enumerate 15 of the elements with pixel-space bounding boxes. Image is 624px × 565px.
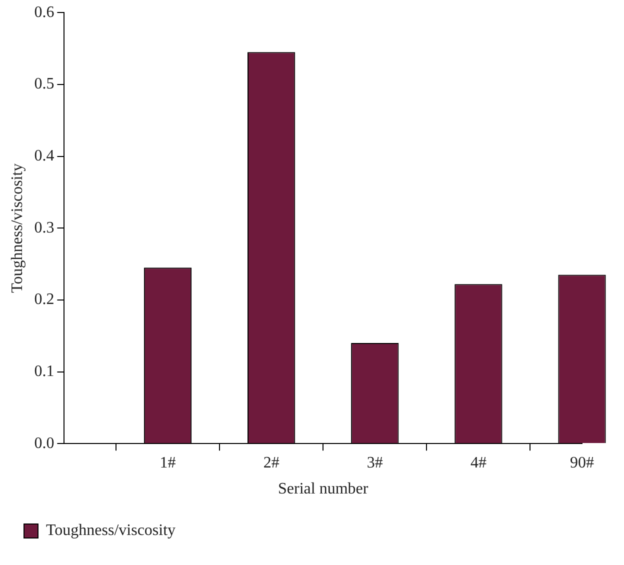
y-axis-title: Toughness/viscosity [8,163,26,293]
legend-label: Toughness/viscosity [46,522,176,540]
x-tick-label: 3# [366,454,383,472]
y-tick-label: 0.4 [34,147,54,164]
x-tick-label: 2# [263,454,280,472]
x-tick-label: 1# [160,454,176,472]
y-tick-label: 0.1 [34,362,54,380]
x-tick-label: 90# [570,454,594,472]
y-tick-label: 0.3 [34,219,54,236]
x-tick-label: 4# [470,454,486,472]
y-tick-label: 0.0 [34,434,54,452]
x-axis-title: Serial number [278,480,369,498]
y-tick-label: 0.5 [34,76,54,93]
y-tick-label: 0.6 [34,4,54,21]
y-tick-label: 0.2 [34,291,54,308]
